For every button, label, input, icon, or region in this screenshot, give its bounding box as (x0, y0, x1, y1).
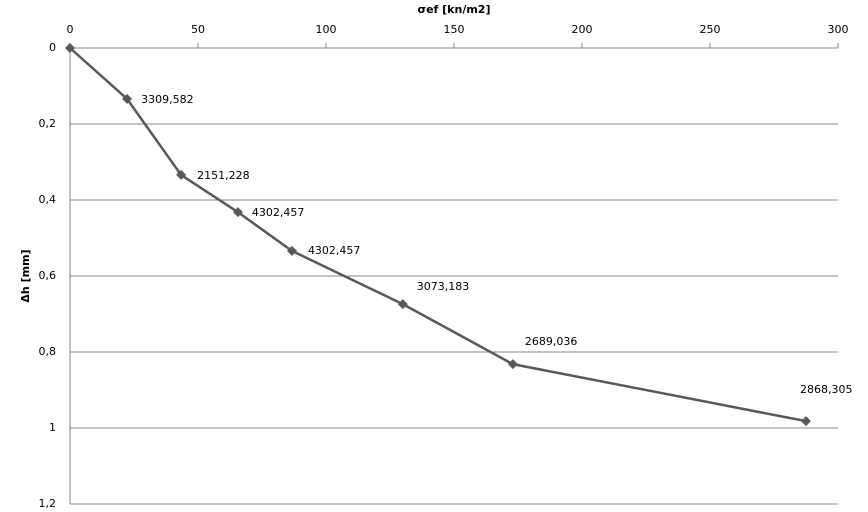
x-axis-title: σef [kn/m2] (418, 3, 491, 16)
x-tick-label: 150 (444, 23, 465, 36)
x-tick-label: 200 (572, 23, 593, 36)
x-tick-label: 0 (67, 23, 74, 36)
data-point (122, 93, 133, 104)
data-label: 2151,228 (197, 169, 250, 182)
data-line (69, 47, 807, 423)
y-tick-label: 0 (49, 41, 56, 54)
data-label: 3073,183 (417, 280, 470, 293)
data-point (286, 245, 297, 256)
data-point (397, 299, 408, 310)
y-tick-label: 0,2 (39, 117, 57, 130)
y-tick-label: 0,8 (39, 345, 57, 358)
data-label: 2689,036 (525, 335, 578, 348)
x-tick-label: 250 (700, 23, 721, 36)
data-point (507, 359, 518, 370)
y-tick-label: 0,4 (39, 193, 57, 206)
x-tick-label: 50 (191, 23, 205, 36)
data-point (801, 416, 811, 427)
data-label: 2868,305 (800, 383, 853, 396)
data-label: 4302,457 (308, 244, 361, 257)
y-tick-label: 1 (49, 421, 56, 434)
data-label: 3309,582 (141, 93, 194, 106)
y-tick-label: 1,2 (39, 497, 57, 510)
data-point (232, 207, 243, 218)
x-tick-label: 300 (828, 23, 849, 36)
data-point (65, 43, 75, 53)
y-axis-title: Δh [mm] (19, 249, 32, 302)
data-point (176, 169, 187, 180)
y-tick-label: 0,6 (39, 269, 57, 282)
data-label: 4302,457 (252, 206, 305, 219)
x-tick-label: 100 (316, 23, 337, 36)
